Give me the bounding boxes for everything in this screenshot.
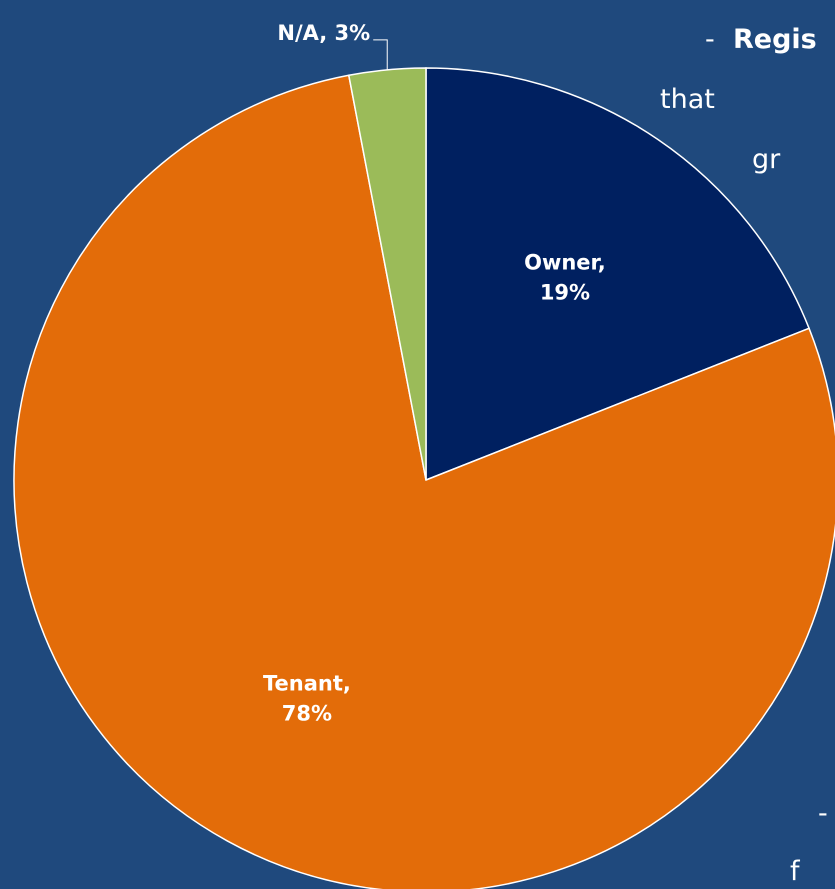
data-label: N/A, 3% — [277, 21, 370, 45]
data-label: Tenant, 78% — [263, 672, 351, 726]
pie-slice — [425, 67, 811, 482]
pie — [13, 67, 835, 889]
background-text: Regis — [733, 24, 817, 55]
background-text: gr — [752, 144, 781, 175]
pie-slice — [347, 67, 427, 481]
background-text: f — [790, 856, 801, 887]
pie-slice — [13, 74, 835, 889]
leader-line — [373, 39, 388, 70]
background-text: - — [818, 798, 828, 829]
data-label: Owner, 19% — [524, 251, 606, 305]
background-text: that — [660, 84, 715, 115]
background-text: - — [705, 24, 715, 55]
